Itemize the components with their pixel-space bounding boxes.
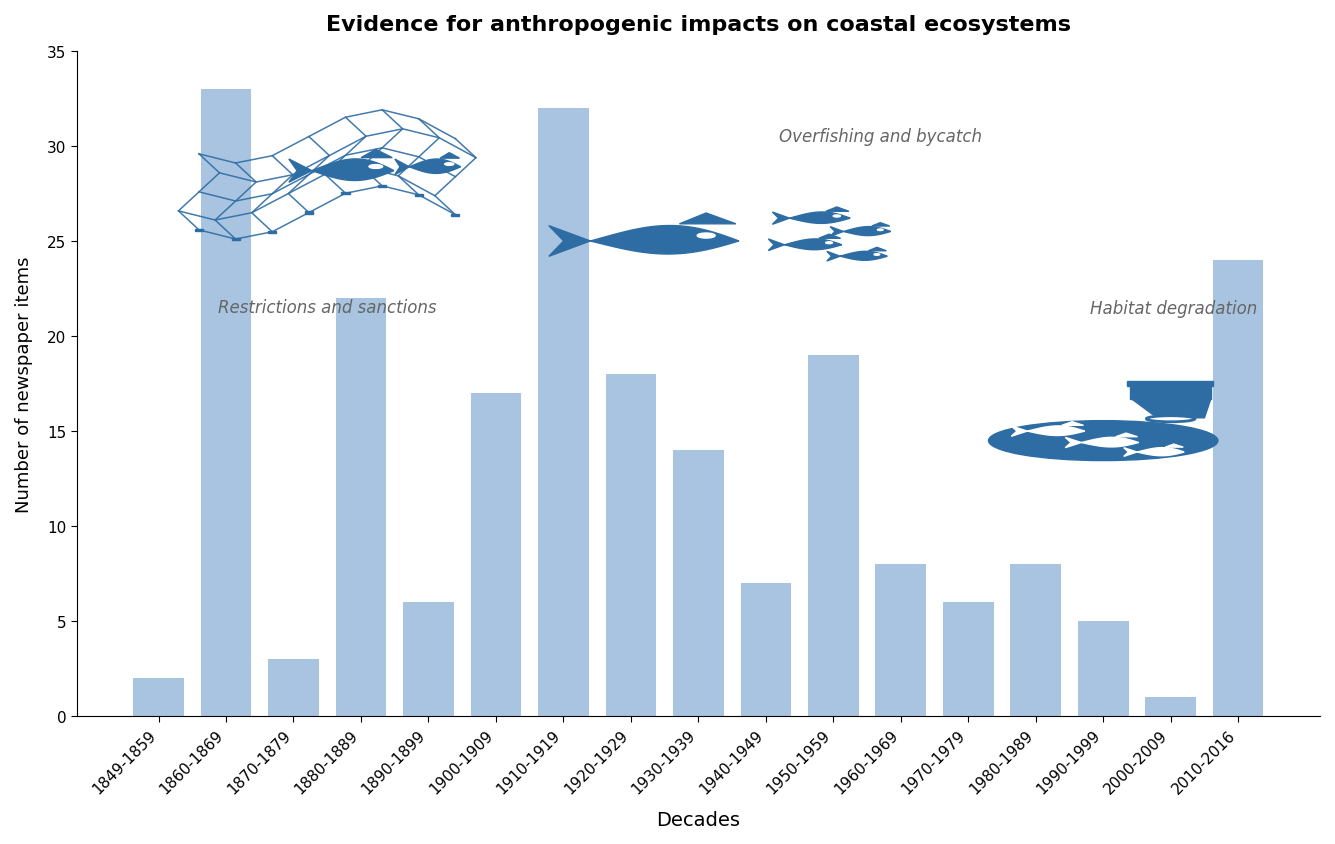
X-axis label: Decades: Decades: [657, 810, 741, 829]
Circle shape: [1171, 450, 1176, 452]
Bar: [1145, 697, 1196, 717]
Circle shape: [368, 165, 383, 170]
Polygon shape: [590, 226, 738, 255]
Polygon shape: [868, 248, 886, 252]
Bar: [451, 214, 459, 217]
Polygon shape: [1116, 434, 1137, 437]
Polygon shape: [1165, 445, 1183, 447]
Polygon shape: [1011, 426, 1028, 436]
Polygon shape: [1081, 438, 1139, 447]
Polygon shape: [1124, 448, 1137, 457]
Polygon shape: [288, 160, 312, 183]
Polygon shape: [773, 213, 789, 225]
Bar: [1127, 381, 1214, 387]
Bar: [876, 565, 926, 717]
Bar: [268, 231, 276, 234]
Polygon shape: [410, 160, 461, 174]
Circle shape: [833, 216, 841, 218]
Polygon shape: [785, 240, 842, 251]
Polygon shape: [312, 160, 394, 181]
Bar: [378, 186, 386, 187]
Polygon shape: [680, 214, 736, 225]
Bar: [304, 212, 312, 214]
Polygon shape: [840, 252, 888, 261]
Polygon shape: [872, 224, 889, 227]
Y-axis label: Number of newspaper items: Number of newspaper items: [15, 256, 33, 512]
Polygon shape: [441, 154, 459, 159]
Polygon shape: [789, 213, 850, 225]
Polygon shape: [1061, 422, 1084, 426]
Bar: [335, 299, 386, 717]
Bar: [1214, 261, 1263, 717]
Bar: [741, 583, 792, 717]
Circle shape: [877, 230, 882, 231]
Polygon shape: [549, 226, 590, 257]
Bar: [1077, 621, 1128, 717]
Title: Evidence for anthropogenic impacts on coastal ecosystems: Evidence for anthropogenic impacts on co…: [326, 15, 1071, 35]
Bar: [342, 193, 350, 195]
Polygon shape: [360, 150, 392, 159]
Polygon shape: [830, 227, 844, 237]
Polygon shape: [1065, 438, 1081, 448]
Polygon shape: [826, 252, 840, 262]
Text: Habitat degradation: Habitat degradation: [1089, 299, 1258, 317]
Polygon shape: [1137, 448, 1184, 457]
Polygon shape: [769, 240, 785, 252]
Circle shape: [1123, 441, 1129, 442]
Circle shape: [1069, 429, 1075, 430]
Circle shape: [826, 242, 833, 245]
Polygon shape: [844, 227, 890, 236]
Circle shape: [874, 254, 880, 256]
Text: Overfishing and bycatch: Overfishing and bycatch: [780, 128, 983, 146]
Circle shape: [445, 164, 454, 166]
Bar: [231, 239, 240, 241]
Bar: [808, 355, 858, 717]
Text: Restrictions and sanctions: Restrictions and sanctions: [218, 299, 437, 316]
Bar: [606, 375, 657, 717]
Bar: [415, 194, 423, 197]
Bar: [195, 230, 203, 232]
Circle shape: [697, 234, 716, 239]
Bar: [403, 603, 454, 717]
Polygon shape: [818, 235, 841, 239]
Bar: [538, 109, 589, 717]
Bar: [1011, 565, 1061, 717]
Ellipse shape: [988, 421, 1218, 461]
Bar: [134, 679, 184, 717]
Bar: [471, 393, 521, 717]
Bar: [673, 451, 724, 717]
Bar: [200, 89, 251, 717]
Polygon shape: [1131, 386, 1211, 399]
Polygon shape: [1131, 398, 1211, 419]
Polygon shape: [826, 208, 849, 212]
Polygon shape: [1028, 426, 1084, 436]
Bar: [268, 659, 319, 717]
Bar: [943, 603, 993, 717]
Polygon shape: [395, 160, 410, 176]
Ellipse shape: [1147, 416, 1195, 422]
